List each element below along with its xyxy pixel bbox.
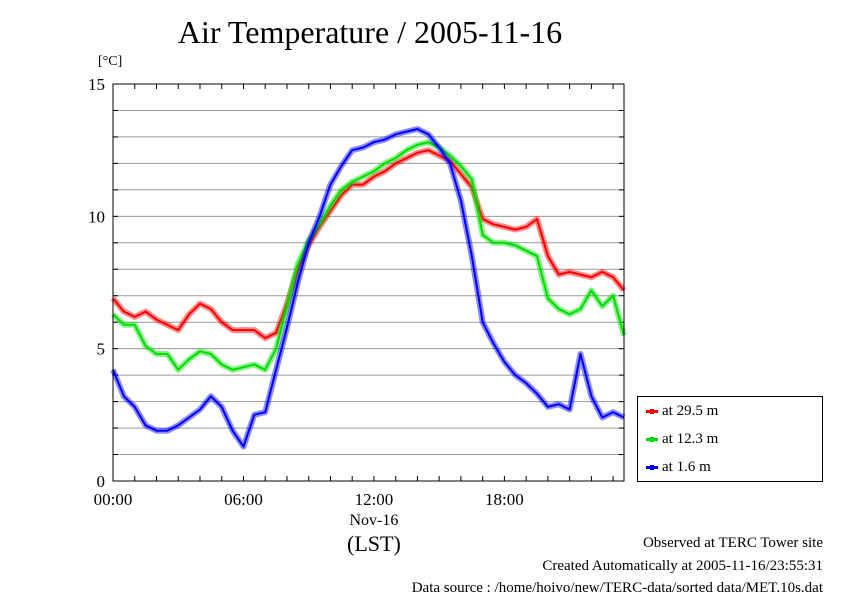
x-tick-label: 18:00 [485,490,524,509]
y-unit-label: [°C] [98,54,123,69]
y-tick-label: 0 [97,472,106,491]
legend-item-1-6m: at 1.6 m [646,457,711,477]
legend-label: at 29.5 m [662,402,719,419]
legend-item-29-5m: at 29.5 m [646,401,718,421]
legend-item-12-3m: at 12.3 m [646,429,718,449]
chart-title: Air Temperature / 2005-11-16 [177,14,563,50]
footer-site: Observed at TERC Tower site [642,535,823,551]
legend-swatch-blue [646,464,658,470]
y-tick-label: 5 [97,340,106,359]
series-line [112,128,625,448]
y-tick-label: 10 [88,207,105,226]
series-band [110,147,627,342]
x-tick-label: 12:00 [355,490,394,509]
y-tick-label: 15 [88,75,105,94]
legend-swatch-green [646,436,658,442]
x-tick-label: 06:00 [224,490,263,509]
x-tick-label: 00:00 [94,490,133,509]
plot-frame [112,83,625,482]
date-label: Nov-16 [349,512,398,529]
legend-label: at 12.3 m [662,430,719,447]
footer-source: Data source : /home/hoivo/new/TERC-data/… [411,580,823,596]
legend-label: at 1.6 m [662,458,711,475]
footer-created: Created Automatically at 2005-11-16/23:5… [542,558,823,574]
legend: at 29.5 m at 12.3 m at 1.6 m [637,396,823,482]
series-line [112,141,625,371]
series-line [112,149,625,340]
legend-swatch-red [646,408,658,414]
x-axis-label: (LST) [347,531,401,556]
